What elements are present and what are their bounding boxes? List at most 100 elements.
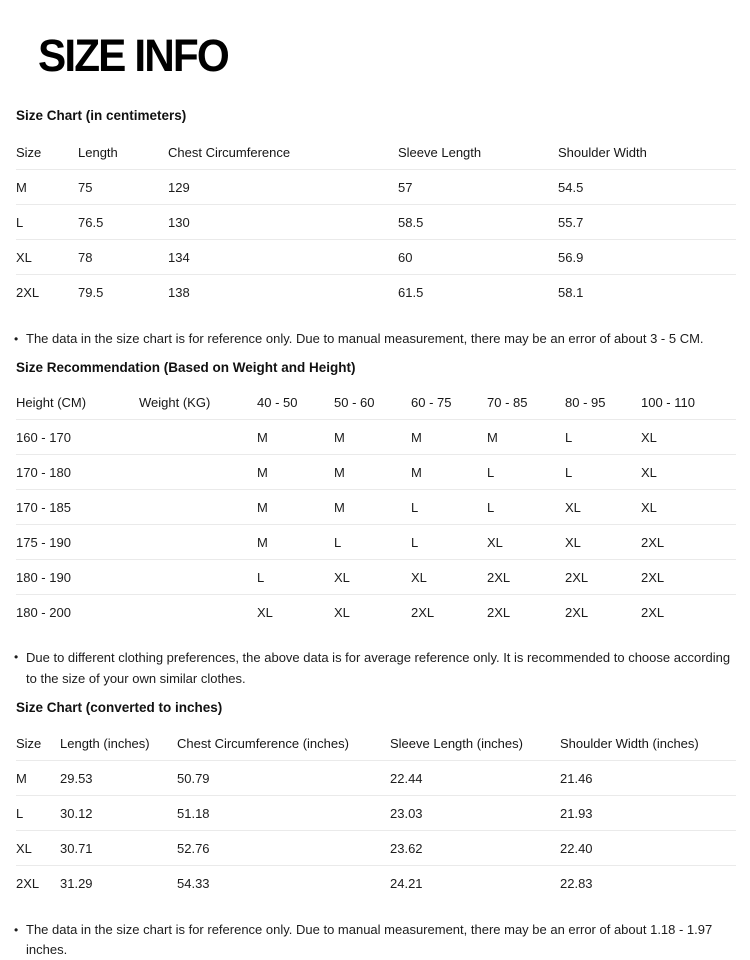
table-cell: 61.5 — [398, 284, 424, 300]
table-cell: 30.12 — [60, 805, 93, 821]
table-cell: 58.5 — [398, 214, 424, 230]
table-cell: L — [257, 569, 265, 585]
column-header: Weight (KG) — [139, 394, 211, 410]
table-cell: XL — [641, 464, 657, 480]
table-cell: 130 — [168, 214, 190, 230]
table-cell: 2XL — [16, 875, 40, 891]
column-header: Chest Circumference (inches) — [177, 735, 349, 751]
table-cell: L — [411, 534, 419, 550]
table-cell: 22.40 — [560, 840, 593, 856]
table-cell: 129 — [168, 179, 190, 195]
table-cell: L — [565, 429, 573, 445]
table-cell: L — [565, 464, 573, 480]
table-cell: XL — [257, 604, 273, 620]
table-cell: 2XL — [641, 569, 665, 585]
table-cell: 75 — [78, 179, 93, 195]
page-title: SIZE INFO — [38, 30, 230, 81]
table-cell: 54.33 — [177, 875, 210, 891]
column-header: 100 - 110 — [641, 394, 695, 410]
table-cell: L — [16, 805, 24, 821]
table-cell: 134 — [168, 249, 190, 265]
table-cell: 2XL — [565, 569, 589, 585]
column-header: Shoulder Width (inches) — [560, 735, 699, 751]
table-row: L 76.5 130 58.5 55.7 — [16, 205, 736, 240]
column-header: Length — [78, 144, 118, 160]
table-cell: XL — [411, 569, 427, 585]
table-cell: 180 - 190 — [16, 569, 71, 585]
table-cell: XL — [565, 499, 581, 515]
column-header: Length (inches) — [60, 735, 150, 751]
table-cell: XL — [565, 534, 581, 550]
cm-chart-note: • The data in the size chart is for refe… — [14, 329, 736, 349]
table-cell: M — [334, 499, 345, 515]
cm-chart-heading: Size Chart (in centimeters) — [16, 108, 187, 123]
table-cell: L — [334, 534, 342, 550]
table-cell: M — [16, 179, 27, 195]
table-cell: XL — [641, 429, 657, 445]
table-cell: 21.46 — [560, 770, 593, 786]
table-cell: 2XL — [565, 604, 589, 620]
table-cell: M — [411, 464, 422, 480]
table-cell: XL — [334, 604, 350, 620]
recommendation-note: • Due to different clothing preferences,… — [14, 647, 736, 689]
table-cell: M — [16, 770, 27, 786]
table-cell: 52.76 — [177, 840, 210, 856]
table-row: 180 - 190 L XL XL 2XL 2XL 2XL — [16, 560, 736, 595]
table-cell: 160 - 170 — [16, 429, 71, 445]
table-cell: 24.21 — [390, 875, 423, 891]
table-cell: 170 - 180 — [16, 464, 71, 480]
table-cell: 23.03 — [390, 805, 423, 821]
table-cell: M — [411, 429, 422, 445]
table-row: XL 78 134 60 56.9 — [16, 240, 736, 275]
table-cell: M — [257, 464, 268, 480]
column-header: Size — [16, 735, 42, 751]
table-cell: 54.5 — [558, 179, 584, 195]
inches-chart-heading: Size Chart (converted to inches) — [16, 700, 223, 715]
table-cell: XL — [16, 249, 32, 265]
table-cell: L — [487, 499, 495, 515]
table-row: XL 30.71 52.76 23.62 22.40 — [16, 831, 736, 866]
table-cell: XL — [487, 534, 503, 550]
column-header: 70 - 85 — [487, 394, 528, 410]
table-cell: 2XL — [641, 534, 665, 550]
table-cell: 79.5 — [78, 284, 104, 300]
table-cell: M — [257, 534, 268, 550]
column-header: Height (CM) — [16, 394, 87, 410]
note-text: Due to different clothing preferences, t… — [26, 650, 731, 686]
table-cell: 23.62 — [390, 840, 423, 856]
column-header: 80 - 95 — [565, 394, 606, 410]
table-row: 180 - 200 XL XL 2XL 2XL 2XL 2XL — [16, 595, 736, 629]
column-header: Size — [16, 144, 42, 160]
table-cell: M — [334, 429, 345, 445]
table-cell: XL — [641, 499, 657, 515]
table-cell: 31.29 — [60, 875, 93, 891]
table-cell: 57 — [398, 179, 413, 195]
table-cell: M — [487, 429, 498, 445]
table-cell: M — [257, 429, 268, 445]
table-cell: 78 — [78, 249, 93, 265]
cm-size-table: Size Length Chest Circumference Sleeve Leng… — [16, 135, 736, 309]
table-cell: 29.53 — [60, 770, 93, 786]
table-row: 160 - 170 M M M M L XL — [16, 420, 736, 455]
table-cell: L — [411, 499, 419, 515]
column-header: 60 - 75 — [411, 394, 452, 410]
table-cell: 21.93 — [560, 805, 593, 821]
table-cell: 76.5 — [78, 214, 104, 230]
table-cell: 50.79 — [177, 770, 210, 786]
table-header-row: Size Length Chest Circumference Sleeve Leng… — [16, 135, 736, 170]
table-cell: 55.7 — [558, 214, 584, 230]
size-recommendation-table: Height (CM) Weight (KG) 40 - 50 50 - 60 60 -… — [16, 385, 736, 629]
column-header: Chest Circumference — [168, 144, 291, 160]
table-row: M 75 129 57 54.5 — [16, 170, 736, 205]
table-cell: 180 - 200 — [16, 604, 71, 620]
table-cell: 2XL — [16, 284, 40, 300]
table-cell: 22.83 — [560, 875, 593, 891]
table-cell: 2XL — [411, 604, 435, 620]
bullet-icon: • — [14, 332, 19, 346]
table-cell: 138 — [168, 284, 190, 300]
table-cell: 2XL — [641, 604, 665, 620]
column-header: Sleeve Length — [398, 144, 482, 160]
table-cell: 30.71 — [60, 840, 93, 856]
column-header: 50 - 60 — [334, 394, 375, 410]
table-row: 170 - 185 M M L L XL XL — [16, 490, 736, 525]
